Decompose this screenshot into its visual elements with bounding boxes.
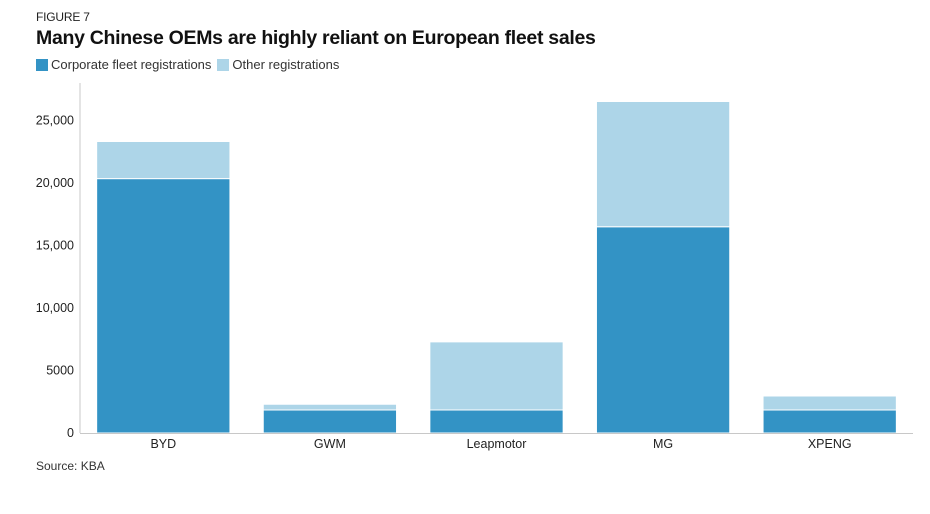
y-tick-label: 15,000 [36, 239, 74, 253]
x-tick-label: Leapmotor [467, 437, 527, 451]
figure-label: FIGURE 7 [36, 10, 90, 24]
x-tick-label: MG [653, 437, 673, 451]
y-tick-label: 20,000 [36, 176, 74, 190]
x-tick-label: GWM [314, 437, 346, 451]
y-tick-label: 5000 [46, 364, 74, 378]
legend-label-corporate: Corporate fleet registrations [51, 57, 212, 72]
y-tick-label: 10,000 [36, 301, 74, 315]
bars-group [96, 101, 897, 434]
chart-title: Many Chinese OEMs are highly reliant on … [36, 27, 596, 49]
bar-mg-corporate [595, 226, 731, 434]
x-tick-label: XPENG [808, 437, 852, 451]
bar-byd-corporate [96, 178, 231, 434]
legend-item-other: Other registrations [217, 57, 339, 72]
legend: Corporate fleet registrations Other regi… [36, 57, 345, 72]
bar-mg-other [595, 101, 731, 228]
bar-gwm-other [262, 403, 398, 411]
bar-leapmotor-other [429, 341, 564, 411]
source-note: Source: KBA [36, 459, 105, 473]
bar-xpeng-corporate [762, 409, 897, 434]
legend-label-other: Other registrations [232, 57, 340, 72]
legend-swatch-other [217, 58, 230, 71]
legend-swatch-corporate [36, 58, 48, 71]
x-tick-label: BYD [150, 437, 176, 451]
y-tick-label: 0 [67, 426, 74, 440]
legend-item-corporate: Corporate fleet registrations [36, 57, 211, 72]
bar-leapmotor-corporate [429, 409, 564, 434]
bar-xpeng-other [762, 395, 897, 411]
bar-byd-other [96, 141, 231, 180]
y-tick-label: 25,000 [36, 114, 74, 128]
bar-gwm-corporate [262, 409, 398, 434]
axes-group: BYD GWM Leapmotor MG XPENG 0 5000 10,000 15,000 2… [36, 83, 913, 451]
